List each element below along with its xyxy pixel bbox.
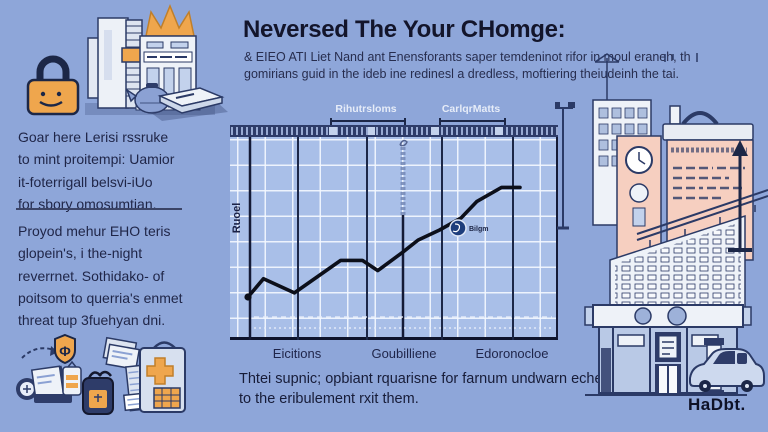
- trend-line: [246, 185, 522, 299]
- dashed-arrow-icon: [21, 346, 58, 359]
- bracket-line-1: [330, 118, 406, 125]
- cross-icon: [146, 357, 174, 385]
- tag-icon: [62, 360, 82, 396]
- chart-overlay: Bilgm: [230, 125, 558, 340]
- page-subtitle: & EIEO ATI Liet Nand ant Enensforants sa…: [244, 49, 691, 82]
- trend-start-dot: [244, 293, 252, 301]
- monument-marker: [399, 139, 408, 340]
- subtitle-line-2: gomirians guid in the ideb ine redinesl …: [244, 66, 679, 81]
- caption-line-2: to the eribulement rxit them.: [239, 391, 419, 407]
- left-p2-line: threat tup 3fuehyan dni.: [18, 312, 166, 329]
- chart-y-axis-label: Ruoel: [231, 202, 243, 234]
- flat-box-icon: [150, 87, 228, 121]
- chart-badge: Bilgm: [449, 219, 488, 237]
- crown-icon: [145, 4, 195, 37]
- round-badge-icon: [16, 378, 38, 400]
- loose-papers-icon: [102, 336, 141, 371]
- dashed-baselines: [254, 316, 552, 329]
- left-p2-line: Proyod mehur EHO teris: [18, 223, 171, 239]
- top-left-illustration: [26, 4, 228, 121]
- left-p1-line: Goar here Lerisi rssruke: [18, 129, 169, 145]
- phi-shield-icon: Φ: [54, 333, 76, 365]
- left-p2-line: glopein's, i the-night: [18, 245, 143, 262]
- car-icon: [689, 348, 765, 392]
- chart-plot-area: [230, 125, 558, 340]
- chart-ruler-band: [230, 125, 558, 137]
- left-paragraph-1: Goar here Lerisi rssruke to mint proitem…: [18, 126, 213, 215]
- chart-x-label-2: Goubilliene: [371, 346, 437, 361]
- padlock-smiley-icon: [26, 55, 80, 116]
- subtitle-line-1: & EIEO ATI Liet Nand ant Enensforants sa…: [244, 50, 691, 64]
- bottom-left-illustration: Φ: [16, 333, 186, 415]
- chart-section-lines: [248, 137, 514, 340]
- chart-bracket-label-2: CarlqrMatts: [441, 103, 501, 115]
- left-p2-line: poitsom to querria's enmet: [18, 289, 183, 306]
- crane-icon: [594, 53, 698, 100]
- page-title: Neversed The Your CHomge:: [243, 16, 566, 43]
- coin-tower-icon: [87, 17, 145, 109]
- brand-logo: HaDbt.: [688, 395, 746, 414]
- chart-bracket-label-1: Rihutrsloms: [335, 103, 397, 115]
- left-p1-line: it-foterrigall belsvi-iUo: [18, 173, 153, 190]
- chart-x-label-1: Eicitions: [272, 346, 322, 361]
- chart-x-label-3: Edoronocloe: [475, 346, 549, 361]
- footer-caption: Thtei supnic; opbiant rquarisne for farn…: [239, 369, 705, 409]
- phi-glyph: Φ: [59, 343, 71, 359]
- first-aid-kit-icon: [139, 341, 186, 413]
- left-p1-line: to mint proitempi: Uamior: [18, 151, 175, 168]
- right-cityscape-illustration: [555, 53, 768, 396]
- left-column-divider: [16, 208, 182, 210]
- ramp-icon: [636, 189, 768, 247]
- up-arrow-icon: [728, 140, 752, 252]
- left-p2-line: reverrnet. Sothidako- of: [18, 267, 165, 284]
- left-paragraph-2: Proyod mehur EHO teris glopein's, i the-…: [18, 220, 213, 331]
- satchel-icon: [82, 370, 114, 415]
- left-p1-line: for sbory omosumtian.: [18, 195, 157, 212]
- caption-line-1: Thtei supnic; opbiant rquarisne for farn…: [239, 371, 705, 387]
- storefront-building: [584, 304, 752, 396]
- bracket-line-2: [439, 118, 506, 125]
- chart-badge-label: Bilgm: [469, 226, 488, 233]
- streetlight-icon: [555, 102, 575, 230]
